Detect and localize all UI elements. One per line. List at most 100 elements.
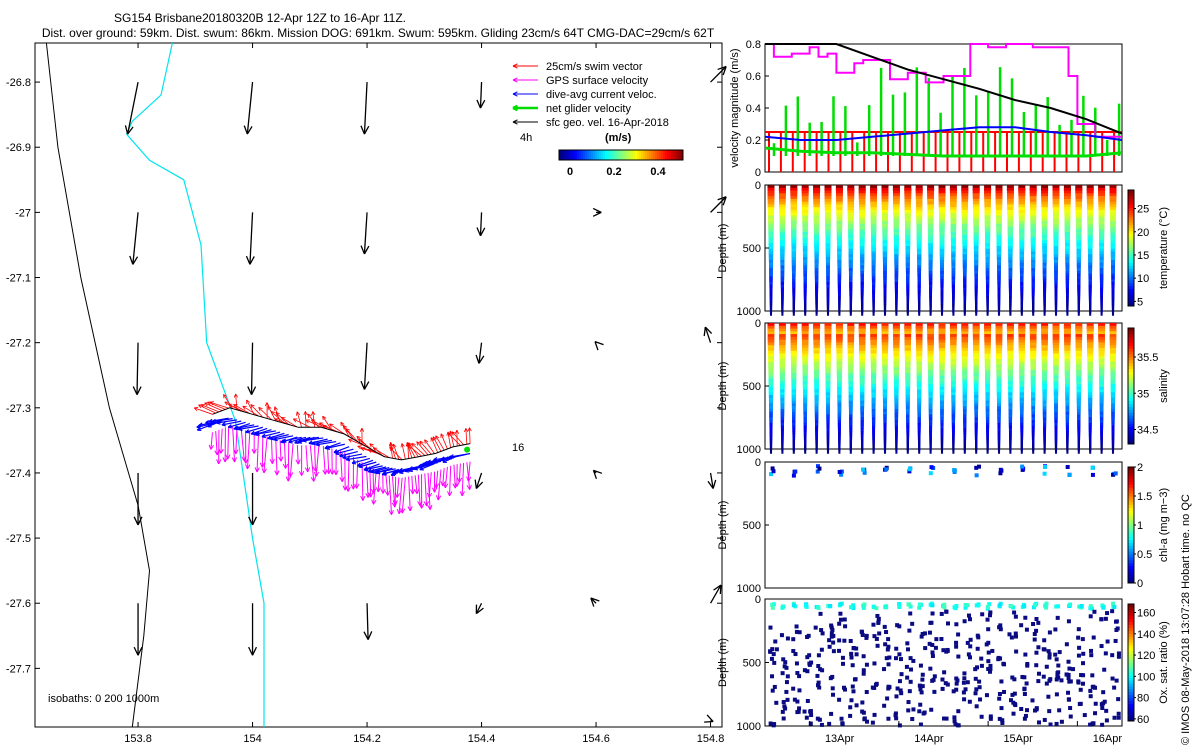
swim-vector-arrow-head	[311, 411, 314, 416]
section-point	[907, 469, 912, 474]
section-point	[1000, 718, 1005, 723]
section-colorbar-cell	[1128, 536, 1134, 540]
section-point	[1024, 627, 1029, 632]
section-colorbar-cell	[1128, 394, 1134, 399]
section-point	[988, 613, 993, 618]
swim-vector-arrow	[274, 406, 281, 423]
gps-velocity-arrow-head	[466, 476, 469, 482]
section-point	[979, 656, 984, 661]
sfc-velocity-arrow	[366, 603, 369, 640]
section-point	[851, 603, 856, 608]
section-point	[781, 657, 786, 662]
section-point	[930, 611, 935, 616]
velocity-y-tick-label: 0.8	[746, 39, 761, 51]
swim-vector-arrow	[281, 417, 298, 428]
sfc-velocity-arrow-head	[707, 480, 714, 489]
section-point	[911, 658, 916, 663]
section-colorbar-cell	[1128, 606, 1134, 611]
section-point	[872, 447, 875, 454]
section-point	[829, 711, 834, 716]
section-point	[820, 668, 825, 673]
section-point	[885, 696, 890, 701]
section-point	[967, 699, 972, 704]
section-point	[782, 664, 787, 669]
section-point	[780, 671, 785, 676]
map-x-tick-label: 153.8	[124, 733, 152, 745]
section-colorbar-cell	[1128, 700, 1134, 704]
section-y-tick-label: 1000	[737, 444, 761, 456]
section-point	[794, 629, 799, 634]
section-point	[804, 309, 807, 316]
section-y-axis-label: Depth (m)	[717, 501, 729, 550]
section-point	[987, 602, 992, 607]
section-point	[1066, 675, 1071, 680]
section-point	[860, 700, 865, 705]
section-point	[768, 625, 773, 630]
section-colorbar-cell	[1128, 294, 1134, 298]
colorbar-cell	[607, 150, 610, 160]
section-point	[930, 642, 935, 647]
section-point	[831, 649, 836, 654]
sfc-velocity-arrow-head	[363, 125, 370, 135]
section-colorbar-cell	[1128, 656, 1134, 661]
section-point	[804, 715, 809, 720]
section-y-tick-label: 500	[743, 520, 761, 532]
section-colorbar-cell	[1128, 577, 1134, 581]
section-point	[988, 663, 993, 668]
swim-vector-arrow	[296, 411, 303, 428]
section-point	[897, 624, 902, 629]
section-point	[968, 644, 973, 649]
section-point	[829, 623, 834, 628]
section-point	[899, 672, 904, 677]
section-colorbar-cell	[1128, 642, 1134, 646]
section-point	[830, 627, 835, 632]
section-point	[808, 709, 813, 714]
section-colorbar-cell	[1128, 504, 1134, 509]
sfc-velocity-arrow	[709, 584, 722, 604]
section-point	[978, 697, 983, 702]
section-colorbar-cell	[1128, 224, 1134, 229]
colorbar-cell	[565, 150, 568, 160]
section-point	[962, 697, 967, 702]
section-colorbar-cell	[1128, 201, 1134, 205]
section-colorbar-cell	[1128, 527, 1134, 532]
dac-velocity-arrow	[234, 424, 255, 430]
gps-velocity-arrow-head	[365, 492, 369, 498]
section-colorbar-cell	[1128, 250, 1134, 255]
dac-velocity-arrow	[346, 455, 367, 461]
gps-velocity-arrow-head	[333, 470, 337, 476]
swim-vector-arrow-head	[419, 440, 424, 444]
section-point	[976, 464, 981, 469]
section-point	[1019, 623, 1024, 628]
dac-velocity-arrow-head	[367, 468, 372, 473]
section-point	[1030, 698, 1035, 703]
velocity-series-line	[764, 146, 1123, 158]
dac-velocity-arrow-head	[427, 459, 432, 463]
section-point	[918, 309, 921, 316]
swim-vector-arrow	[322, 415, 333, 431]
gps-velocity-arrow-head	[339, 477, 343, 483]
section-point	[895, 447, 898, 454]
section-point	[849, 655, 854, 660]
section-point	[1079, 673, 1084, 678]
gps-velocity-arrow	[401, 477, 406, 514]
section-point	[770, 647, 775, 652]
sfc-velocity-arrow-head	[593, 469, 603, 474]
section-point	[784, 689, 789, 694]
section-point	[883, 309, 887, 316]
swim-vector-arrow	[451, 431, 464, 446]
swim-vector-arrow	[233, 403, 251, 414]
section-colorbar-cell	[1128, 530, 1134, 535]
section-point	[797, 630, 802, 635]
gps-velocity-arrow-head	[220, 448, 224, 454]
gps-velocity-arrow-head	[271, 458, 275, 464]
gps-velocity-arrow	[296, 445, 299, 465]
section-point	[906, 447, 909, 454]
section-point	[1088, 614, 1093, 619]
section-point	[826, 309, 830, 316]
dac-velocity-arrow-head	[374, 469, 379, 474]
swim-vector-arrow-head	[329, 423, 334, 425]
gps-velocity-arrow-head	[245, 464, 248, 470]
section-point	[997, 696, 1002, 701]
map-y-tick-label: -27.3	[6, 403, 31, 415]
